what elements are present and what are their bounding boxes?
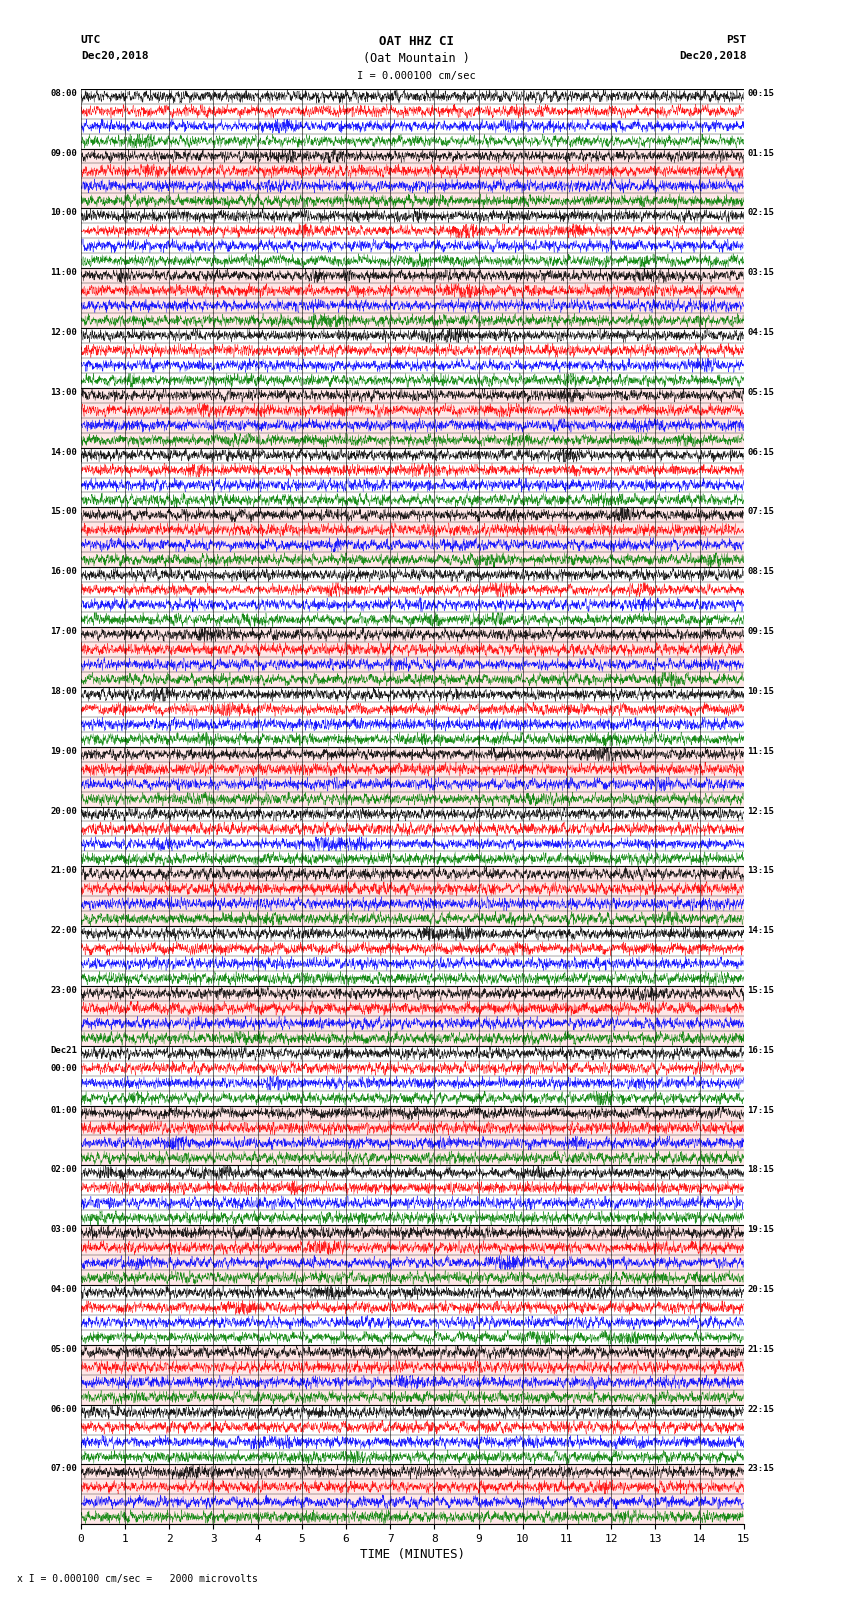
Text: 02:00: 02:00 xyxy=(50,1165,77,1174)
Text: 21:15: 21:15 xyxy=(747,1345,774,1353)
Text: 03:00: 03:00 xyxy=(50,1226,77,1234)
Bar xyxy=(81,986,744,1045)
Text: 09:15: 09:15 xyxy=(747,627,774,636)
Bar xyxy=(81,627,744,687)
Text: 21:00: 21:00 xyxy=(50,866,77,876)
Text: 14:15: 14:15 xyxy=(747,926,774,936)
Text: 19:15: 19:15 xyxy=(747,1226,774,1234)
Bar xyxy=(81,148,744,208)
Text: 10:15: 10:15 xyxy=(747,687,774,695)
Text: 12:00: 12:00 xyxy=(50,327,77,337)
Text: 15:15: 15:15 xyxy=(747,986,774,995)
Text: Dec20,2018: Dec20,2018 xyxy=(81,52,148,61)
Text: 16:00: 16:00 xyxy=(50,568,77,576)
Text: 18:00: 18:00 xyxy=(50,687,77,695)
Text: 06:15: 06:15 xyxy=(747,448,774,456)
Text: 18:15: 18:15 xyxy=(747,1165,774,1174)
Text: 17:15: 17:15 xyxy=(747,1105,774,1115)
Text: Dec20,2018: Dec20,2018 xyxy=(679,52,746,61)
Text: 16:15: 16:15 xyxy=(747,1045,774,1055)
Text: 13:00: 13:00 xyxy=(50,387,77,397)
Bar xyxy=(81,1105,744,1165)
Text: 17:00: 17:00 xyxy=(50,627,77,636)
Text: 11:15: 11:15 xyxy=(747,747,774,755)
Text: 01:00: 01:00 xyxy=(50,1105,77,1115)
Bar xyxy=(81,1465,744,1524)
Text: 10:00: 10:00 xyxy=(50,208,77,218)
Text: 00:15: 00:15 xyxy=(747,89,774,98)
Text: 22:15: 22:15 xyxy=(747,1405,774,1413)
Text: 22:00: 22:00 xyxy=(50,926,77,936)
Bar xyxy=(81,508,744,568)
Text: 07:15: 07:15 xyxy=(747,508,774,516)
Text: PST: PST xyxy=(726,35,746,45)
Text: 06:00: 06:00 xyxy=(50,1405,77,1413)
Text: 13:15: 13:15 xyxy=(747,866,774,876)
Bar xyxy=(81,268,744,327)
Text: I = 0.000100 cm/sec: I = 0.000100 cm/sec xyxy=(357,71,476,81)
Text: 11:00: 11:00 xyxy=(50,268,77,277)
Text: 19:00: 19:00 xyxy=(50,747,77,755)
Text: 09:00: 09:00 xyxy=(50,148,77,158)
Text: 01:15: 01:15 xyxy=(747,148,774,158)
Text: 00:00: 00:00 xyxy=(50,1063,77,1073)
Text: 14:00: 14:00 xyxy=(50,448,77,456)
Text: 15:00: 15:00 xyxy=(50,508,77,516)
Text: x I = 0.000100 cm/sec =   2000 microvolts: x I = 0.000100 cm/sec = 2000 microvolts xyxy=(17,1574,258,1584)
Text: 23:00: 23:00 xyxy=(50,986,77,995)
Text: 08:15: 08:15 xyxy=(747,568,774,576)
Bar xyxy=(81,1345,744,1405)
Text: 20:00: 20:00 xyxy=(50,806,77,816)
Text: Dec21: Dec21 xyxy=(50,1045,77,1055)
Bar xyxy=(81,866,744,926)
X-axis label: TIME (MINUTES): TIME (MINUTES) xyxy=(360,1548,465,1561)
Text: 04:15: 04:15 xyxy=(747,327,774,337)
Text: 03:15: 03:15 xyxy=(747,268,774,277)
Text: (Oat Mountain ): (Oat Mountain ) xyxy=(363,52,470,65)
Text: UTC: UTC xyxy=(81,35,101,45)
Bar xyxy=(81,387,744,448)
Text: OAT HHZ CI: OAT HHZ CI xyxy=(379,35,454,48)
Text: 05:00: 05:00 xyxy=(50,1345,77,1353)
Text: 02:15: 02:15 xyxy=(747,208,774,218)
Bar xyxy=(81,1226,744,1286)
Text: 05:15: 05:15 xyxy=(747,387,774,397)
Text: 07:00: 07:00 xyxy=(50,1465,77,1473)
Text: 23:15: 23:15 xyxy=(747,1465,774,1473)
Text: 08:00: 08:00 xyxy=(50,89,77,98)
Bar xyxy=(81,747,744,806)
Text: 12:15: 12:15 xyxy=(747,806,774,816)
Text: 20:15: 20:15 xyxy=(747,1286,774,1294)
Text: 04:00: 04:00 xyxy=(50,1286,77,1294)
